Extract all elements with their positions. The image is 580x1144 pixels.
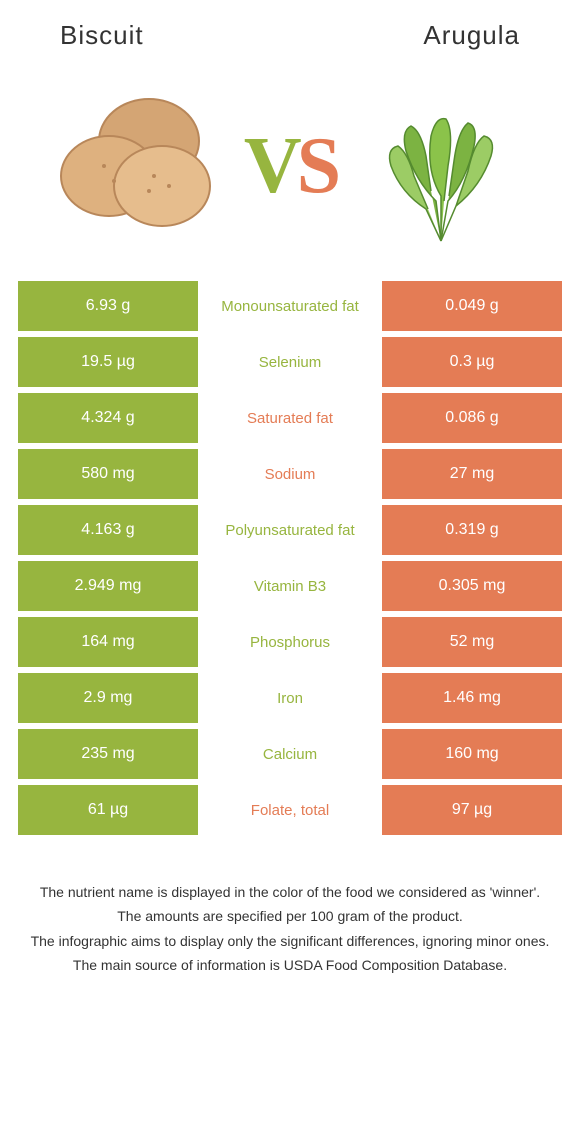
vs-s: S (297, 122, 337, 210)
header: Biscuit Arugula (0, 0, 580, 61)
table-row: 2.949 mgVitamin B30.305 mg (18, 561, 562, 611)
right-value: 1.46 mg (382, 673, 562, 723)
nutrient-label: Saturated fat (198, 393, 382, 443)
table-row: 61 µgFolate, total97 µg (18, 785, 562, 835)
nutrient-label: Vitamin B3 (198, 561, 382, 611)
left-value: 164 mg (18, 617, 198, 667)
left-value: 2.949 mg (18, 561, 198, 611)
footnotes: The nutrient name is displayed in the co… (0, 841, 580, 999)
right-value: 0.086 g (382, 393, 562, 443)
left-value: 580 mg (18, 449, 198, 499)
footnote-line: The infographic aims to display only the… (30, 930, 550, 952)
vs-v: V (244, 122, 297, 210)
nutrient-label: Calcium (198, 729, 382, 779)
right-value: 0.049 g (382, 281, 562, 331)
left-food-title: Biscuit (60, 20, 144, 51)
right-value: 52 mg (382, 617, 562, 667)
left-value: 4.163 g (18, 505, 198, 555)
table-row: 164 mgPhosphorus52 mg (18, 617, 562, 667)
table-row: 580 mgSodium27 mg (18, 449, 562, 499)
nutrient-label: Polyunsaturated fat (198, 505, 382, 555)
right-value: 97 µg (382, 785, 562, 835)
nutrient-label: Iron (198, 673, 382, 723)
footnote-line: The main source of information is USDA F… (30, 954, 550, 976)
right-value: 0.319 g (382, 505, 562, 555)
left-value: 4.324 g (18, 393, 198, 443)
left-value: 235 mg (18, 729, 198, 779)
left-value: 6.93 g (18, 281, 198, 331)
table-row: 4.324 gSaturated fat0.086 g (18, 393, 562, 443)
left-value: 2.9 mg (18, 673, 198, 723)
vs-label: VS (244, 121, 336, 212)
left-value: 61 µg (18, 785, 198, 835)
nutrient-label: Sodium (198, 449, 382, 499)
footnote-line: The nutrient name is displayed in the co… (30, 881, 550, 903)
right-value: 27 mg (382, 449, 562, 499)
right-value: 160 mg (382, 729, 562, 779)
table-row: 6.93 gMonounsaturated fat0.049 g (18, 281, 562, 331)
right-value: 0.3 µg (382, 337, 562, 387)
biscuit-icon (54, 81, 224, 251)
arugula-icon (356, 81, 526, 251)
footnote-line: The amounts are specified per 100 gram o… (30, 905, 550, 927)
table-row: 19.5 µgSelenium0.3 µg (18, 337, 562, 387)
nutrient-label: Folate, total (198, 785, 382, 835)
nutrient-label: Monounsaturated fat (198, 281, 382, 331)
nutrient-label: Phosphorus (198, 617, 382, 667)
right-value: 0.305 mg (382, 561, 562, 611)
right-food-title: Arugula (423, 20, 520, 51)
images-row: VS (0, 61, 580, 281)
table-row: 4.163 gPolyunsaturated fat0.319 g (18, 505, 562, 555)
nutrient-table: 6.93 gMonounsaturated fat0.049 g19.5 µgS… (0, 281, 580, 835)
nutrient-label: Selenium (198, 337, 382, 387)
table-row: 2.9 mgIron1.46 mg (18, 673, 562, 723)
left-value: 19.5 µg (18, 337, 198, 387)
table-row: 235 mgCalcium160 mg (18, 729, 562, 779)
